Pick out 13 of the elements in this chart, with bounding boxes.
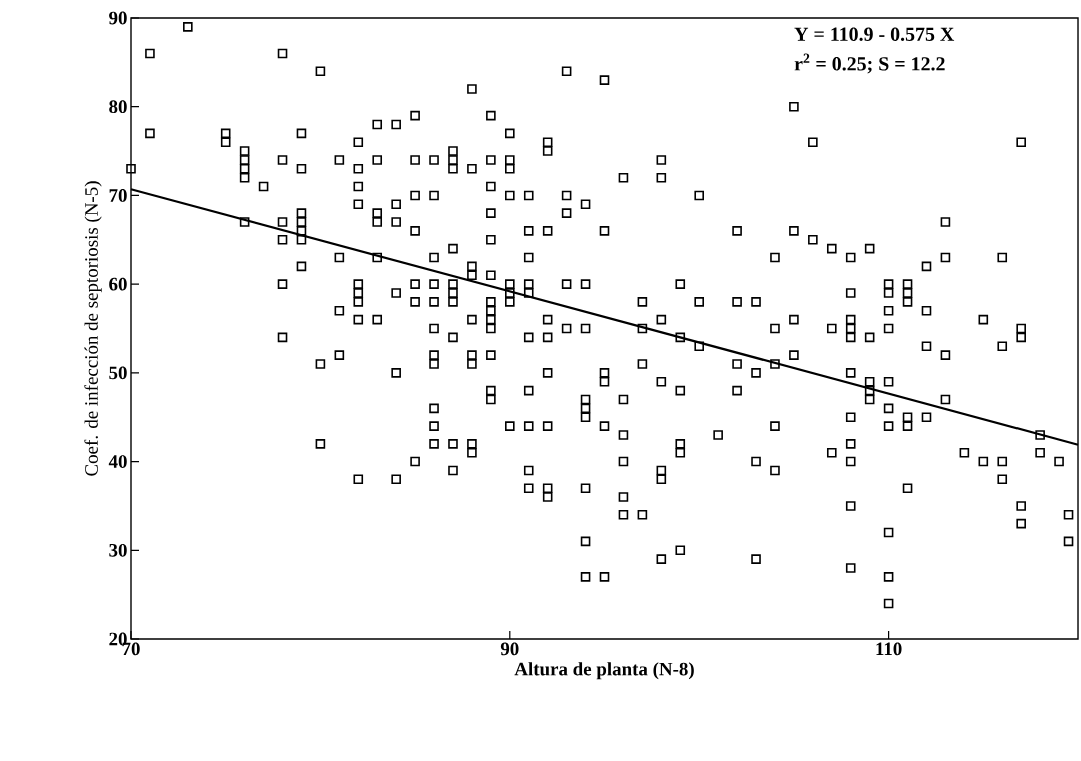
x-tick-label: 110: [876, 642, 902, 656]
y-tick-label: 80: [109, 100, 127, 114]
y-tick-label: 30: [109, 543, 127, 557]
y-tick-label: 50: [109, 366, 127, 380]
y-tick-label: 70: [109, 189, 127, 202]
annotation: Y = 110.9 - 0.575 X: [794, 27, 955, 42]
annotation: r$^{2}$ = 0.25; S = 12.2: [794, 53, 945, 74]
y-tick-label: 60: [109, 277, 127, 291]
x-axis-title: Altura de planta (N-8): [514, 662, 694, 680]
x-tick-label: 90: [500, 642, 519, 656]
y-tick-label: 90: [109, 11, 127, 25]
y-tick-label: 40: [108, 455, 127, 468]
y-axis-title: Coef. de infección de septoriosis (N-5): [84, 181, 102, 476]
